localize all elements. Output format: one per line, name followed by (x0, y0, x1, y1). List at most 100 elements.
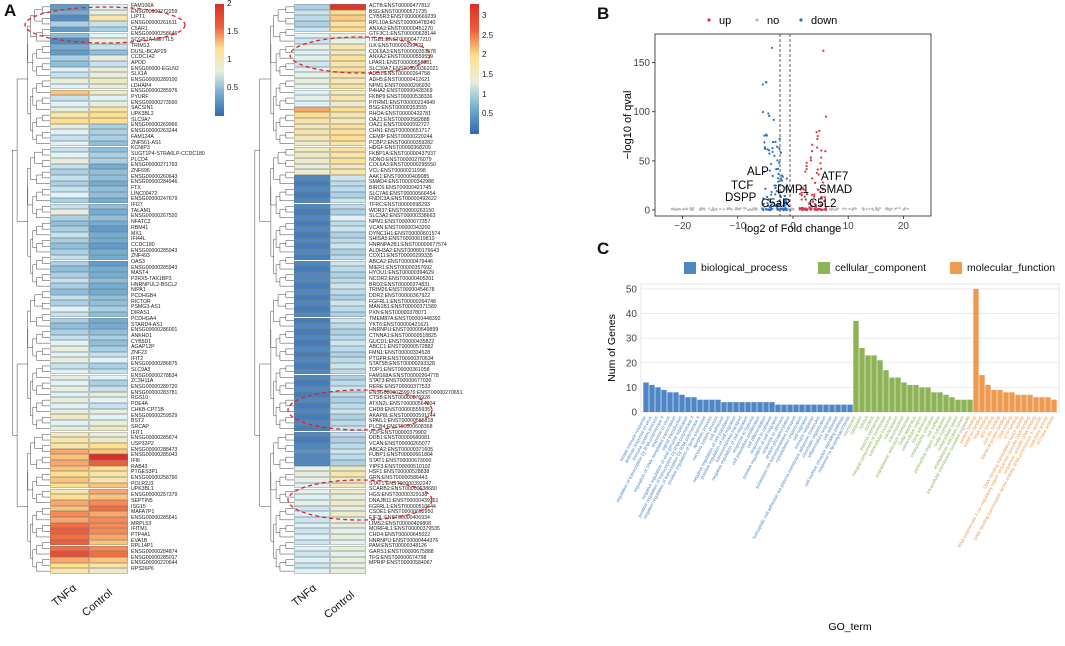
right-row-dendrogram (254, 6, 294, 572)
go-bar-bp (691, 397, 697, 412)
volcano-point-no (876, 207, 879, 210)
left-heatmap-cell (50, 100, 89, 107)
volcano-point-down (776, 205, 780, 208)
volcano-point-up (810, 193, 814, 196)
legend-mf-label: molecular_function (967, 262, 1056, 274)
right-gene-label: ABCA2:ENST00000479446 (369, 258, 434, 265)
volcano-point-down (763, 141, 766, 144)
volcano-point-no (836, 207, 839, 210)
go-y-tick-label: 10 (626, 383, 638, 394)
right-gene-label: ADD1:ENST00000264758 (369, 71, 430, 78)
right-heatmap-cell (294, 83, 330, 90)
left-heatmap-cell (89, 237, 128, 244)
right-gene-label: VCL:ENST00000211998 (369, 167, 426, 174)
right-gene-label: WDR37:ENST00000263150 (369, 207, 435, 214)
right-heatmap-cell (294, 380, 330, 386)
right-heatmap-cell (294, 146, 330, 153)
left-gene-label: OAS3 (131, 258, 145, 265)
volcano-point-no (722, 208, 725, 211)
left-gene-label: SLC9A7 (131, 116, 151, 123)
volcano-point-up (816, 168, 819, 171)
left-heatmap-cell (89, 146, 128, 153)
volcano-point-down (774, 140, 777, 143)
left-gene-label: ENSG00000272259 (131, 8, 178, 15)
left-heatmap-cell (50, 283, 89, 289)
volcano-point-down (761, 83, 764, 86)
right-heatmap-cell (330, 43, 366, 50)
left-heatmap-cell (50, 15, 89, 22)
right-heatmap-cell (294, 89, 330, 96)
volcano-point-down (771, 150, 774, 154)
left-heatmap-cell (50, 511, 89, 517)
left-heatmap (50, 4, 128, 574)
volcano-point-no (691, 208, 695, 211)
right-heatmap-cell (330, 317, 366, 324)
right-heatmap-cell (294, 568, 330, 574)
left-heatmap-cell (89, 556, 128, 563)
left-gene-label: IFI6 (131, 458, 140, 464)
right-gene-label: SCARB2:ENST00000638680 (369, 486, 437, 493)
left-heatmap-cell (89, 180, 128, 187)
right-heatmap-cell (294, 38, 330, 44)
left-heatmap-cell (50, 32, 89, 39)
left-heatmap-cell (50, 26, 89, 33)
right-gene-label: LPAR1:ENST00000558981 (369, 59, 433, 66)
legend-cc-swatch (818, 262, 830, 274)
left-heatmap-cell (89, 488, 128, 495)
right-heatmap-cell (294, 465, 330, 472)
volcano-x-tick-label: −10 (729, 221, 746, 232)
volcano-point-up (800, 206, 803, 210)
volcano-point-up (817, 208, 820, 211)
right-heatmap-cell (294, 522, 330, 529)
right-heatmap-cell (330, 442, 366, 449)
right-heatmap-cell (294, 186, 330, 193)
volcano-point-down (770, 207, 773, 210)
right-heatmap-cell (294, 391, 330, 398)
right-heatmap-cell (294, 334, 330, 341)
right-heatmap-cell (294, 539, 330, 546)
right-heatmap-cell (330, 397, 366, 403)
right-heatmap-cell (294, 477, 330, 483)
right-heatmap-cell (330, 351, 366, 358)
left-gene-label: FTX (131, 185, 141, 191)
left-gene-label: DUSL-BCAP29 (131, 48, 167, 55)
label-atf7: ATF7 (821, 171, 848, 183)
go-bar-bp (841, 404, 847, 412)
right-gene-label: TMEM87A:ENST00000448392 (369, 315, 441, 322)
volcano-point-down (762, 197, 765, 200)
volcano-point-up (822, 49, 825, 52)
right-heatmap-cell (330, 123, 366, 130)
go-bar-cc (895, 377, 901, 412)
right-gene-label: TRIM26:ENST00000454678 (369, 287, 435, 294)
go-bar-cc (901, 382, 907, 412)
left-gene-label: ENSG00000247679 (131, 196, 178, 203)
right-heatmap-cell (330, 300, 366, 307)
volcano-point-no (865, 208, 868, 211)
right-gene-labels: ACTB:ENST00000477812 BSG:ENST00000571735 C… (369, 3, 462, 567)
right-gene-label: PITRM1:ENST00000224949 (369, 99, 436, 106)
left-gene-label: ENSG00000284874 (131, 549, 178, 555)
volcano-point-no (842, 207, 845, 210)
left-gene-label: CYB5D1 (131, 338, 152, 345)
right-heatmap-cell (294, 55, 330, 61)
volcano-point-up (811, 177, 814, 180)
volcano-point-down (778, 147, 781, 150)
volcano-point-down (776, 159, 779, 162)
label-dspp: DSPP (725, 192, 757, 204)
right-heatmap-cell (330, 271, 366, 278)
volcano-point-up (821, 203, 824, 206)
right-heatmap-cell (294, 220, 330, 227)
right-heatmap-cell (294, 163, 330, 170)
volcano-point-down (782, 204, 785, 207)
right-heatmap-cell (294, 197, 330, 204)
go-bar-bp (649, 384, 655, 412)
right-heatmap-cell (330, 61, 366, 67)
left-gene-label: ENSG00000285017 (131, 554, 178, 561)
go-bar-mf (1027, 394, 1033, 412)
right-heatmap-cell (294, 289, 330, 295)
go-bar-bp (793, 404, 799, 412)
left-heatmap-cell (50, 9, 89, 16)
go-bar-cc (871, 355, 877, 412)
right-heatmap-cell (330, 488, 366, 495)
volcano-point-down (764, 187, 767, 190)
